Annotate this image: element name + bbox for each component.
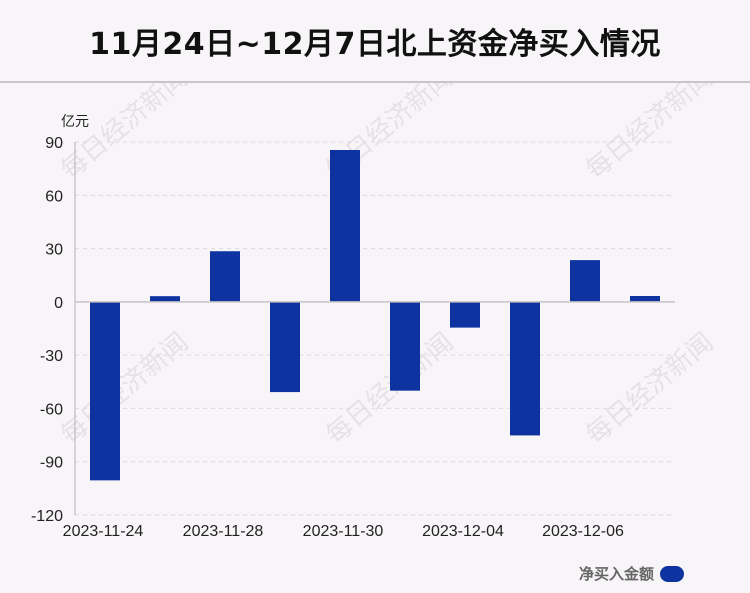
- bar: [510, 301, 540, 436]
- y-tick-label: 90: [45, 135, 63, 152]
- watermark-text: 每日经济新闻: [580, 83, 719, 186]
- y-tick-label: -90: [40, 455, 63, 472]
- x-tick-label: 2023-12-04: [422, 523, 504, 540]
- y-tick-label: -60: [40, 401, 63, 418]
- x-tick-label: 2023-11-28: [183, 523, 264, 540]
- chart-header: 11月24日~12月7日北上资金净买入情况: [0, 0, 750, 83]
- bar: [270, 301, 300, 393]
- y-axis-unit-label: 亿元: [61, 114, 89, 130]
- watermark-text: 每日经济新闻: [580, 327, 719, 450]
- x-tick-label: 2023-12-06: [542, 523, 624, 540]
- x-tick-label: 2023-11-30: [303, 523, 384, 540]
- bar: [210, 251, 240, 302]
- bar: [150, 296, 180, 302]
- bar: [570, 260, 600, 302]
- bar: [630, 295, 660, 302]
- bar: [390, 301, 420, 391]
- legend-swatch: [660, 565, 684, 582]
- watermark-text: 每日经济新闻: [320, 327, 459, 450]
- x-tick-label: 2023-11-24: [63, 523, 144, 540]
- bar: [450, 301, 480, 328]
- bar: [330, 149, 360, 302]
- y-tick-label: -120: [31, 508, 63, 525]
- legend-label: 净买入金额: [578, 565, 654, 583]
- legend: 净买入金额: [579, 563, 684, 584]
- y-tick-label: -30: [40, 348, 63, 365]
- y-tick-label: 60: [45, 188, 63, 205]
- y-tick-label: 0: [54, 295, 63, 312]
- bar: [90, 301, 120, 481]
- watermark-text: 每日经济新闻: [55, 83, 194, 186]
- y-tick-label: 30: [45, 242, 63, 259]
- chart-title: 11月24日~12月7日北上资金净买入情况: [89, 26, 661, 62]
- watermark-text: 每日经济新闻: [55, 327, 194, 450]
